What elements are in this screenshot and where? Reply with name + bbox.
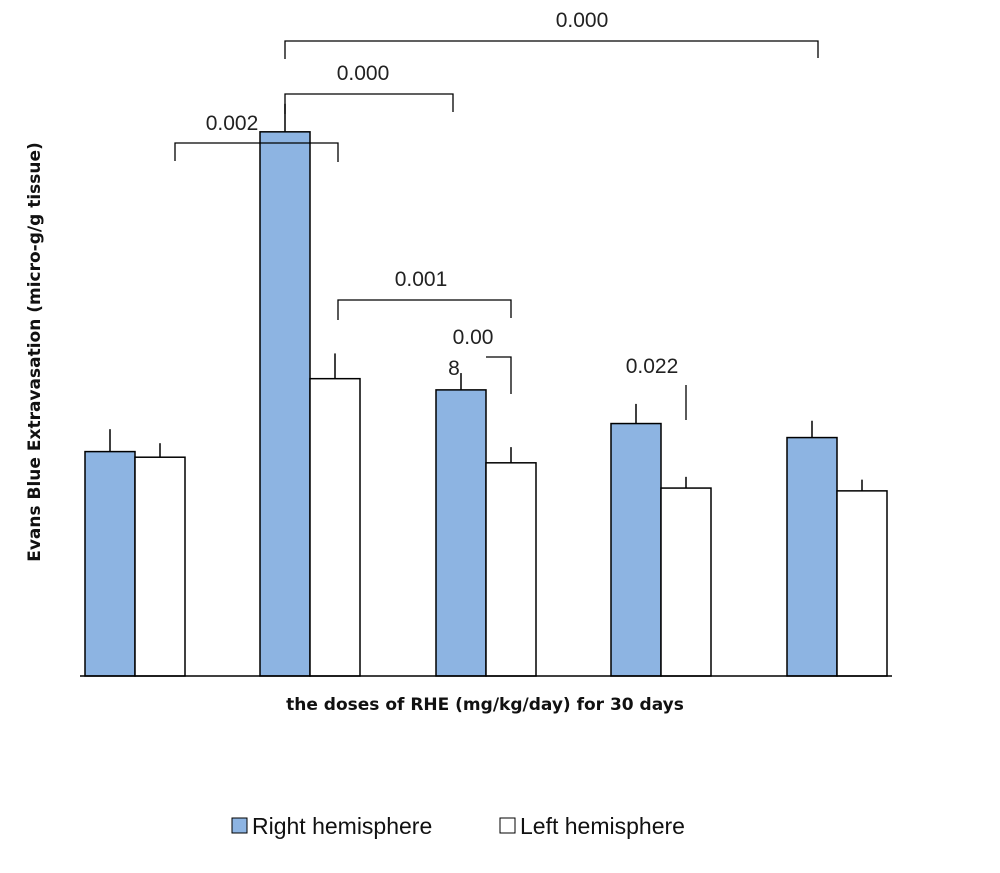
significance-bracket <box>284 40 819 59</box>
pvalue-label: 0.002 <box>206 112 259 135</box>
pvalue-label: 0.00 <box>453 326 494 349</box>
pvalue-label: 8 <box>448 357 460 380</box>
significance-bracket <box>486 356 512 394</box>
pvalue-label: 0.001 <box>395 268 448 291</box>
pvalue-label: 0.000 <box>556 9 609 32</box>
bar-right-hemisphere <box>435 389 487 677</box>
bar-left-hemisphere <box>134 456 186 677</box>
y-axis-label: Evans Blue Extravasation (micro-g/g tiss… <box>25 142 45 562</box>
legend: Right hemisphere Left hemisphere <box>231 813 685 839</box>
legend-swatch-left <box>499 817 516 834</box>
significance-bracket <box>337 299 512 320</box>
significance-bracket <box>284 93 454 114</box>
bars-layer <box>84 103 888 677</box>
bar-right-hemisphere <box>610 422 662 677</box>
pvalue-label: 0.000 <box>337 62 390 85</box>
bar-left-hemisphere <box>660 487 712 677</box>
bar-right-hemisphere <box>786 436 838 677</box>
legend-swatch-right <box>231 817 248 834</box>
bar-left-hemisphere <box>485 462 537 677</box>
pvalue-label: 0.022 <box>626 355 679 378</box>
legend-label-right: Right hemisphere <box>252 813 432 839</box>
bar-left-hemisphere <box>836 490 888 677</box>
bar-right-hemisphere <box>259 131 311 677</box>
bar-right-hemisphere <box>84 450 136 677</box>
significance-bracket <box>174 142 339 162</box>
bar-left-hemisphere <box>309 377 361 677</box>
x-axis-label: the doses of RHE (mg/kg/day) for 30 days <box>286 695 684 715</box>
legend-label-left: Left hemisphere <box>520 813 685 839</box>
annotation-labels: 0.000 0.000 0.002 0.001 0.00 8 0.022 <box>206 9 679 380</box>
significance-brackets <box>174 40 819 420</box>
